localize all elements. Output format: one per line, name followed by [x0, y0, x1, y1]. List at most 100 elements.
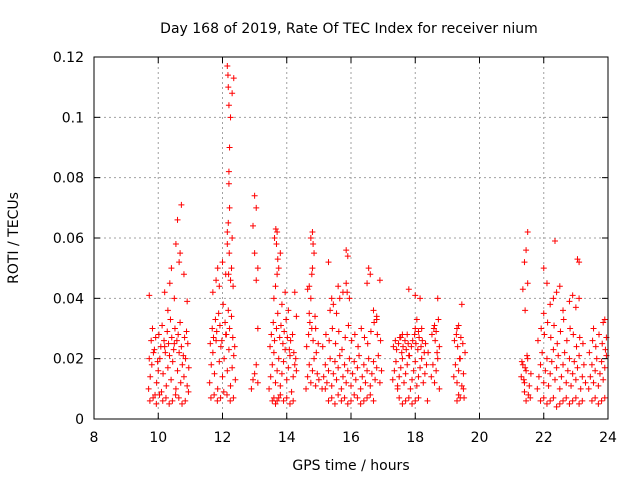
data-point: [281, 328, 288, 335]
data-point: [322, 331, 329, 338]
data-point: [335, 364, 342, 371]
data-point: [341, 394, 348, 401]
data-point: [598, 358, 605, 365]
data-point: [455, 391, 462, 398]
data-point: [283, 316, 290, 323]
data-point: [225, 219, 232, 226]
data-point: [213, 277, 220, 284]
data-point: [161, 337, 168, 344]
data-point: [351, 358, 358, 365]
data-point: [423, 361, 430, 368]
data-point: [278, 301, 285, 308]
data-point: [405, 340, 412, 347]
data-point: [146, 355, 153, 362]
data-point: [226, 250, 233, 257]
data-point: [394, 385, 401, 392]
data-point: [360, 397, 367, 404]
data-point: [307, 235, 314, 241]
data-point: [251, 370, 258, 377]
data-point: [359, 373, 366, 380]
data-point: [588, 361, 595, 368]
data-point: [396, 373, 403, 380]
data-point: [184, 340, 191, 347]
data-point: [596, 331, 603, 338]
data-point: [275, 394, 282, 401]
data-point: [458, 301, 465, 308]
data-point: [290, 349, 297, 356]
data-point: [270, 295, 277, 302]
data-point: [274, 367, 281, 374]
data-point: [563, 379, 570, 386]
data-point: [412, 292, 419, 299]
data-point: [309, 265, 316, 272]
data-point: [524, 228, 531, 235]
data-point: [551, 238, 558, 245]
data-point: [182, 397, 189, 404]
data-point: [338, 385, 345, 392]
data-point: [370, 397, 377, 404]
data-point: [333, 310, 340, 317]
data-marks: [145, 63, 610, 410]
data-point: [588, 397, 595, 404]
data-point: [335, 391, 342, 398]
data-point: [162, 394, 169, 401]
data-point: [312, 313, 319, 320]
data-point: [364, 340, 371, 347]
data-point: [454, 379, 461, 386]
data-point: [525, 391, 532, 398]
data-point: [168, 334, 175, 341]
data-point: [288, 388, 295, 395]
data-point: [400, 343, 407, 350]
data-point: [280, 358, 287, 365]
x-tick-label: 8: [90, 430, 99, 446]
data-point: [312, 382, 319, 389]
data-point: [293, 313, 300, 320]
data-point: [254, 325, 261, 332]
data-point: [292, 355, 299, 362]
data-point: [230, 394, 237, 401]
data-point: [523, 397, 530, 404]
data-point: [341, 361, 348, 368]
data-point: [169, 397, 176, 404]
data-point: [274, 310, 281, 317]
data-point: [374, 331, 381, 338]
data-point: [434, 349, 441, 356]
data-point: [547, 334, 554, 341]
data-point: [232, 376, 239, 383]
data-point: [354, 394, 361, 401]
data-point: [368, 370, 375, 377]
data-point: [329, 325, 336, 332]
data-point: [524, 355, 531, 362]
data-point: [146, 292, 153, 299]
data-point: [227, 114, 234, 121]
x-axis-label: GPS time / hours: [292, 458, 409, 474]
data-point: [206, 379, 213, 386]
data-point: [177, 319, 184, 326]
data-point: [215, 310, 222, 317]
data-point: [322, 361, 329, 368]
data-point: [320, 373, 327, 380]
data-point: [354, 364, 361, 371]
data-point: [158, 388, 165, 395]
data-point: [226, 144, 233, 151]
data-point: [397, 364, 404, 371]
data-point: [357, 385, 364, 392]
data-point: [176, 349, 183, 356]
data-point: [355, 343, 362, 350]
data-point: [349, 370, 356, 377]
data-point: [217, 394, 224, 401]
data-point: [254, 265, 261, 272]
data-point: [522, 307, 529, 314]
data-point: [274, 228, 281, 235]
data-point: [230, 352, 237, 359]
data-point: [216, 283, 223, 290]
data-point: [585, 385, 592, 392]
data-point: [335, 328, 342, 335]
data-point: [248, 385, 255, 392]
data-point: [253, 361, 260, 368]
data-point: [364, 367, 371, 374]
data-point: [280, 397, 287, 404]
data-point: [362, 379, 369, 386]
data-point: [378, 367, 385, 374]
